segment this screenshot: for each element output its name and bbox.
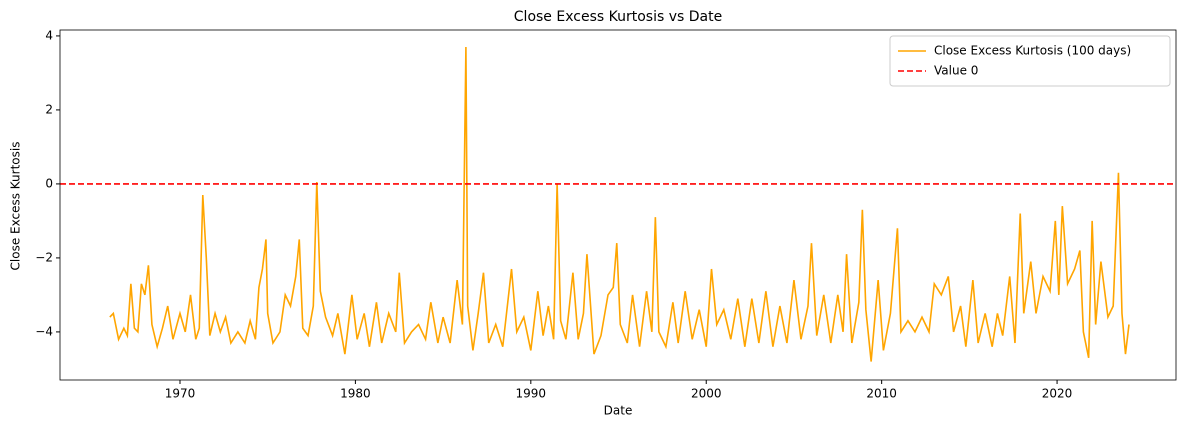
x-tick-label: 2000 (691, 387, 722, 401)
chart-title: Close Excess Kurtosis vs Date (514, 9, 722, 25)
x-tick-label: 2020 (1042, 387, 1073, 401)
y-tick-label: 4 (45, 28, 53, 42)
legend-label: Close Excess Kurtosis (100 days) (934, 44, 1131, 58)
legend-label: Value 0 (934, 64, 978, 78)
data-line (109, 47, 1130, 362)
y-tick-label: 2 (45, 102, 53, 116)
x-tick-label: 1980 (340, 387, 371, 401)
plot-frame (59, 29, 1177, 381)
y-tick-label: −4 (35, 324, 53, 338)
x-tick-label: 2010 (866, 387, 897, 401)
legend-box (889, 35, 1171, 87)
y-axis-label: Close Excess Kurtosis (9, 142, 23, 271)
x-tick-label: 1990 (516, 387, 547, 401)
y-tick-label: 0 (45, 176, 53, 190)
y-tick-label: −2 (35, 250, 53, 264)
x-tick-label: 1970 (165, 387, 196, 401)
x-axis-label: Date (604, 404, 633, 418)
